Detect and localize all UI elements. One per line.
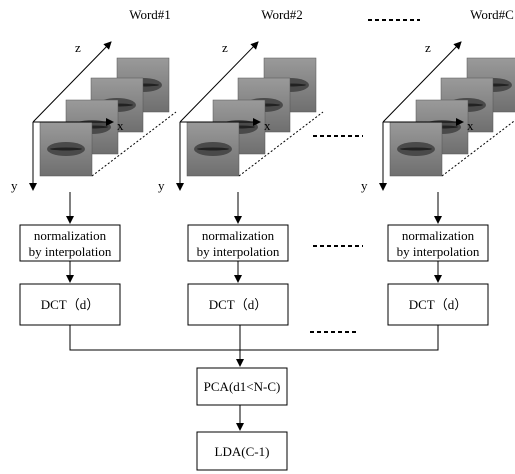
- word-label: Word#2: [261, 7, 303, 22]
- axis-label: z: [75, 40, 81, 55]
- normalization-label: normalization: [34, 228, 107, 243]
- axis-label: z: [222, 40, 228, 55]
- normalization-label: by interpolation: [397, 244, 480, 259]
- lip-line: [50, 148, 82, 151]
- word-label: Word#1: [129, 7, 171, 22]
- normalization-label: by interpolation: [197, 244, 280, 259]
- diagram: PCA(d1<N-C) LDA(C-1) Word#1 z x y normalizat…: [0, 0, 515, 474]
- normalization-label: normalization: [402, 228, 475, 243]
- lip-line: [400, 148, 432, 151]
- axis-label: x: [264, 118, 271, 133]
- dct-label: DCT（d）: [41, 297, 100, 312]
- axis-label: y: [11, 178, 18, 193]
- axis-label: y: [361, 178, 368, 193]
- merge-line: [70, 325, 438, 350]
- pca-label: PCA(d1<N-C): [204, 379, 281, 394]
- normalization-label: normalization: [202, 228, 275, 243]
- lda-label: LDA(C-1): [215, 444, 270, 459]
- normalization-label: by interpolation: [29, 244, 112, 259]
- dct-label: DCT（d）: [209, 297, 268, 312]
- word-label: Word#C: [470, 7, 514, 22]
- axis-label: z: [425, 40, 431, 55]
- lip-line: [197, 148, 229, 151]
- axis-label: x: [117, 118, 124, 133]
- dct-label: DCT（d）: [409, 297, 468, 312]
- axis-label: y: [158, 178, 165, 193]
- axis-label: x: [467, 118, 474, 133]
